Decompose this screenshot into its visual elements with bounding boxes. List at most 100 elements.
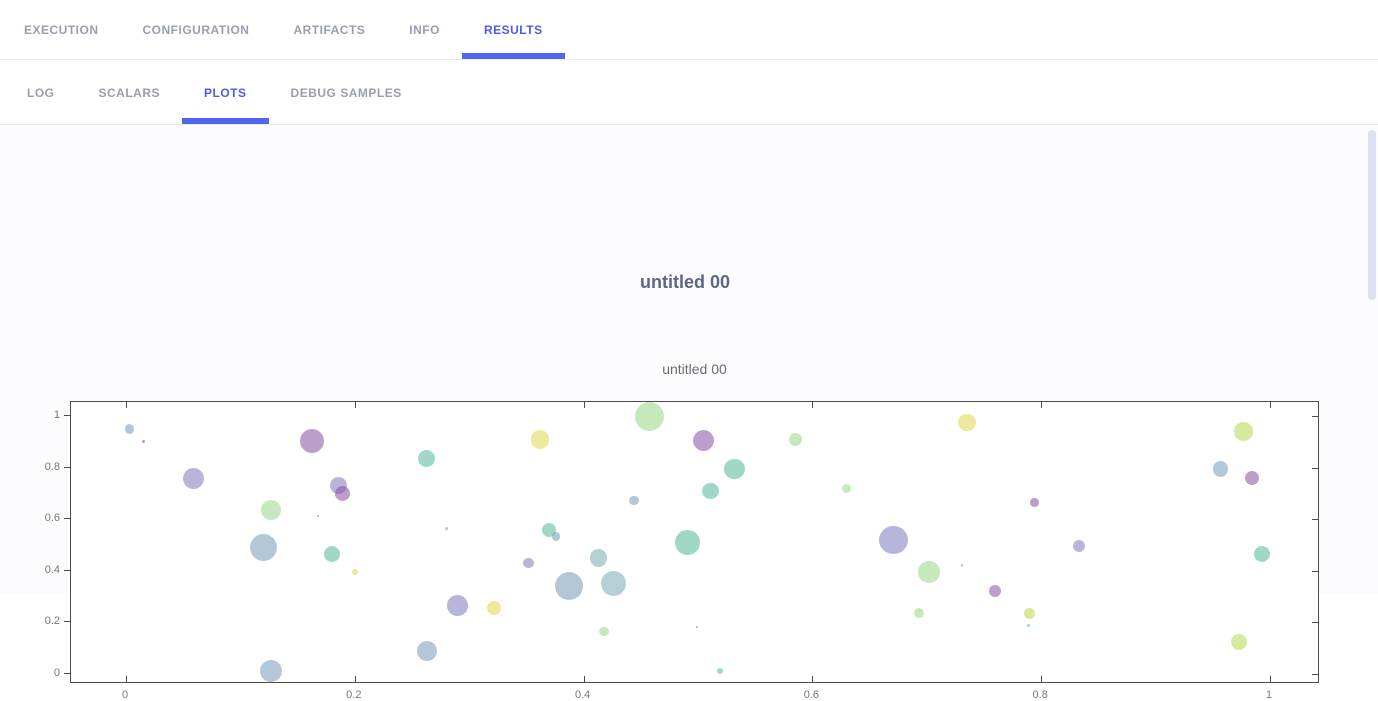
bubble-point — [530, 429, 550, 449]
tab-results[interactable]: RESULTS — [462, 0, 565, 59]
y-tick-mirror — [1312, 622, 1318, 624]
scrollbar-track[interactable] — [1366, 126, 1378, 594]
content-area: untitled 00 untitled 00 0 0.2 0.4 0.6 0.8 1 0 0… — [0, 126, 1378, 701]
subtab-plots[interactable]: PLOTS — [182, 61, 268, 124]
x-tick-mirror — [354, 402, 356, 408]
bubble-point — [1030, 498, 1039, 507]
bubble-point — [182, 468, 204, 490]
bubble-point — [1027, 623, 1031, 627]
bubble-point — [1234, 422, 1253, 441]
bubble-point — [1024, 608, 1036, 619]
x-tick-mirror — [1041, 402, 1043, 408]
chart-title: untitled 00 — [662, 361, 727, 377]
y-tick-label: 0 — [53, 667, 60, 679]
x-tick — [583, 676, 585, 682]
bubble-point — [317, 515, 320, 518]
y-tick-mirror — [1312, 467, 1318, 469]
bubble-point — [842, 483, 852, 493]
y-tick-label: 0.8 — [44, 460, 60, 473]
y-tick-label: 0.6 — [44, 512, 60, 525]
bubble-point — [702, 482, 719, 500]
bubble-point — [445, 527, 448, 531]
y-tick-label: 1 — [53, 409, 60, 421]
bubble-point — [695, 626, 698, 629]
y-tick — [64, 673, 70, 674]
bubble-point — [523, 557, 534, 569]
y-tick-label: 0.4 — [44, 563, 60, 576]
bubble-point — [141, 440, 145, 444]
y-tick — [64, 415, 70, 416]
x-tick-mirror — [583, 402, 585, 408]
bubble-point — [124, 424, 135, 434]
scrollbar-thumb[interactable] — [1368, 130, 1376, 300]
bubble-point — [788, 432, 802, 446]
scatter-plot-canvas[interactable] — [70, 401, 1319, 683]
subtab-log[interactable]: LOG — [27, 85, 55, 100]
plot-section-title: untitled 00 — [639, 272, 730, 292]
bubble-point — [629, 495, 639, 506]
tab-configuration[interactable]: CONFIGURATION — [142, 22, 250, 37]
bubble-point — [589, 549, 608, 567]
bubble-point — [716, 667, 723, 674]
bubble-point — [1253, 546, 1270, 563]
bubble-point — [1213, 461, 1229, 477]
top-tab-bar: EXECUTION CONFIGURATION ARTIFACTS INFO RESUL… — [0, 0, 1378, 60]
x-tick — [354, 676, 356, 682]
y-tick-mirror — [1312, 416, 1318, 417]
bubble-point — [961, 564, 964, 567]
x-tick-mirror — [812, 402, 814, 408]
bubble-point — [913, 608, 924, 619]
bubble-point — [554, 572, 583, 601]
bubble-point — [551, 532, 561, 542]
bubble-point — [487, 601, 502, 616]
bubble-point — [635, 401, 665, 431]
x-tick-mirror — [1270, 402, 1271, 408]
x-tick — [812, 676, 814, 682]
bubble-point — [724, 458, 745, 480]
y-tick — [64, 569, 70, 571]
bubble-point — [600, 571, 626, 597]
bubble-point — [1072, 540, 1085, 553]
bubble-point — [1244, 470, 1259, 485]
y-tick — [64, 621, 70, 623]
tab-execution[interactable]: EXECUTION — [24, 22, 99, 37]
bubble-point — [989, 584, 1002, 597]
bubble-point — [675, 530, 700, 555]
bubble-point — [693, 430, 715, 451]
bubble-point — [918, 561, 940, 583]
x-tick-label: 0.4 — [574, 689, 591, 701]
bubble-point — [260, 659, 283, 682]
results-sub-tab-bar: LOG SCALARS PLOTS DEBUG SAMPLES — [0, 61, 1378, 125]
x-tick — [1041, 676, 1043, 682]
x-tick — [126, 676, 127, 682]
y-tick-mirror — [1312, 674, 1318, 675]
bubble-point — [447, 595, 469, 616]
bubble-point — [249, 534, 277, 562]
bubble-point — [1231, 633, 1248, 650]
x-tick-label: 0.6 — [803, 689, 820, 701]
bubble-point — [958, 413, 976, 432]
bubble-point — [323, 546, 340, 563]
x-tick-label: 0.2 — [346, 689, 362, 701]
tab-artifacts[interactable]: ARTIFACTS — [293, 22, 366, 37]
tab-info[interactable]: INFO — [409, 22, 440, 37]
y-tick-mirror — [1312, 570, 1318, 572]
x-tick-label: 0.8 — [1032, 689, 1048, 701]
subtab-debug-samples[interactable]: DEBUG SAMPLES — [290, 85, 402, 100]
bubble-point — [300, 428, 325, 453]
bubble-point — [416, 640, 437, 661]
subtab-scalars[interactable]: SCALARS — [98, 85, 161, 100]
y-tick-mirror — [1312, 519, 1318, 521]
y-tick — [64, 518, 70, 520]
x-tick-label: 0 — [121, 689, 129, 701]
bubble-point — [261, 500, 282, 521]
bubble-point — [599, 626, 609, 637]
bubble-point — [879, 525, 908, 555]
y-tick-label: 0.2 — [44, 615, 60, 628]
x-tick — [1270, 676, 1271, 682]
y-tick — [64, 466, 70, 468]
bubble-point — [418, 450, 436, 468]
bubble-point — [351, 569, 358, 576]
bubble-point — [334, 485, 350, 501]
x-tick-label: 1 — [1265, 689, 1273, 701]
